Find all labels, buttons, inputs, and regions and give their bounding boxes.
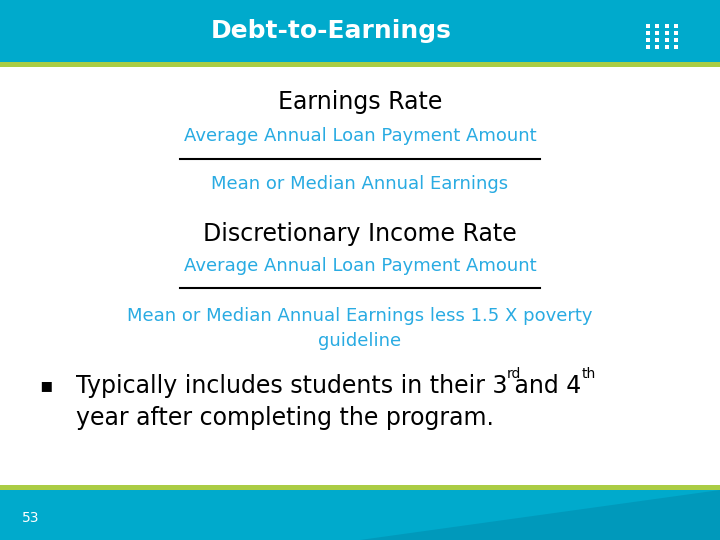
- Text: th: th: [581, 367, 595, 381]
- Text: Mean or Median Annual Earnings: Mean or Median Annual Earnings: [212, 175, 508, 193]
- Text: Average Annual Loan Payment Amount: Average Annual Loan Payment Amount: [184, 257, 536, 275]
- Text: Typically includes students in their 3: Typically includes students in their 3: [76, 374, 507, 397]
- Text: Average Annual Loan Payment Amount: Average Annual Loan Payment Amount: [184, 127, 536, 145]
- Polygon shape: [360, 490, 720, 540]
- FancyBboxPatch shape: [0, 485, 720, 490]
- Text: Mean or Median Annual Earnings less 1.5 X poverty: Mean or Median Annual Earnings less 1.5 …: [127, 307, 593, 325]
- Text: guideline: guideline: [318, 332, 402, 349]
- Text: Debt-to-Earnings: Debt-to-Earnings: [211, 19, 451, 43]
- FancyBboxPatch shape: [0, 0, 720, 62]
- Text: year after completing the program.: year after completing the program.: [76, 406, 493, 430]
- FancyBboxPatch shape: [0, 62, 720, 67]
- Text: 53: 53: [22, 511, 39, 525]
- Text: Discretionary Income Rate: Discretionary Income Rate: [203, 222, 517, 246]
- Text: and 4: and 4: [507, 374, 581, 397]
- Text: Earnings Rate: Earnings Rate: [278, 90, 442, 114]
- Text: rd: rd: [507, 367, 521, 381]
- Text: ▪: ▪: [40, 376, 53, 395]
- FancyBboxPatch shape: [0, 490, 720, 540]
